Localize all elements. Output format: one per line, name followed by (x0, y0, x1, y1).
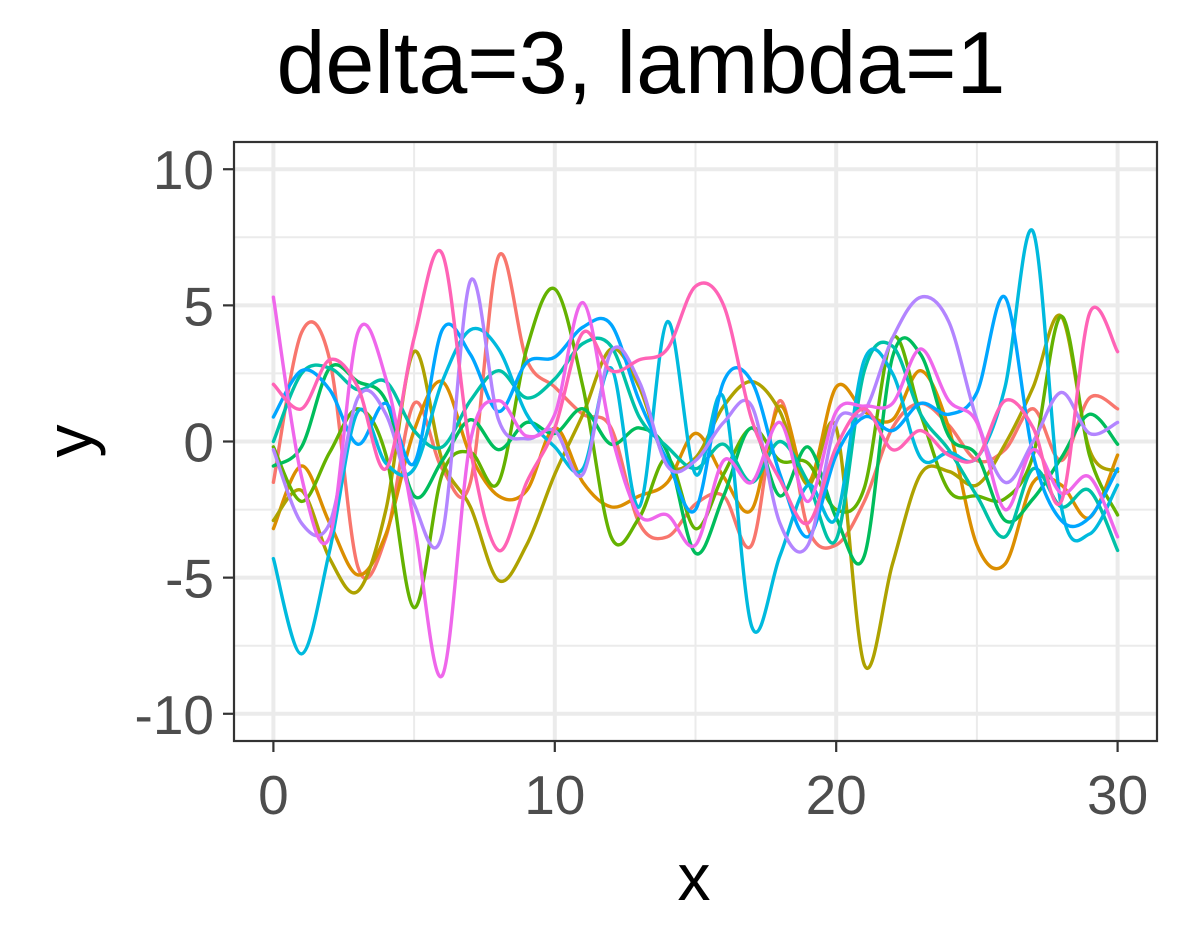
axes: 0 10 20 30 -10 -5 0 5 10 (135, 139, 1149, 826)
y-tick-label: 10 (153, 139, 214, 201)
series-group (271, 228, 1120, 679)
y-tick-label: 0 (183, 412, 214, 474)
series-line-11 (271, 248, 1120, 553)
y-tick-label: 5 (183, 275, 214, 337)
series-line-8 (271, 294, 1120, 539)
series-line-4 (271, 286, 1120, 610)
series-line-10 (271, 295, 1120, 679)
x-tick-label: 30 (1087, 764, 1148, 826)
y-tick-label: -5 (165, 548, 214, 610)
x-tick-label: 20 (806, 764, 867, 826)
series-line-5 (271, 336, 1120, 566)
series-line-9 (271, 277, 1120, 554)
y-tick-label: -10 (135, 684, 215, 746)
y-axis-label: y (32, 425, 106, 458)
x-tick-label: 10 (524, 764, 585, 826)
x-axis-label: x (678, 840, 711, 914)
chart-title: delta=3, lambda=1 (276, 13, 1005, 112)
x-tick-label: 0 (258, 764, 289, 826)
